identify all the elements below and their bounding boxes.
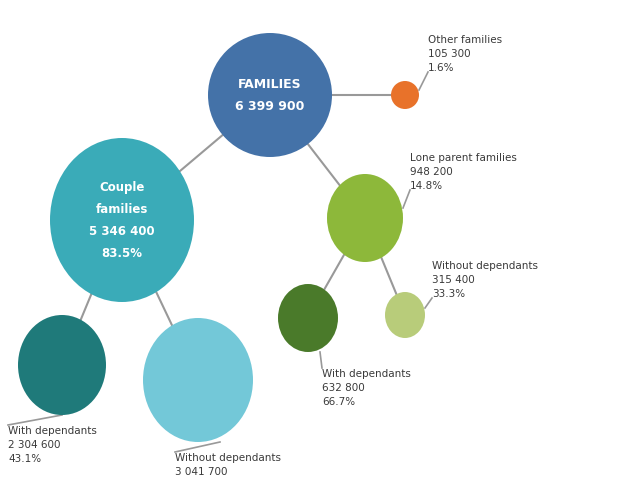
Ellipse shape: [143, 318, 253, 442]
Ellipse shape: [385, 292, 425, 338]
Text: Other families
105 300
1.6%: Other families 105 300 1.6%: [428, 35, 502, 73]
Ellipse shape: [391, 82, 419, 110]
Text: Without dependants
315 400
33.3%: Without dependants 315 400 33.3%: [432, 261, 538, 299]
Text: 6 399 900: 6 399 900: [235, 100, 305, 113]
Text: families: families: [96, 203, 148, 216]
Ellipse shape: [278, 285, 338, 352]
Ellipse shape: [50, 139, 194, 302]
Ellipse shape: [18, 315, 106, 415]
Text: With dependants
2 304 600
43.1%: With dependants 2 304 600 43.1%: [8, 425, 97, 463]
Ellipse shape: [327, 175, 403, 263]
Text: 83.5%: 83.5%: [102, 247, 142, 260]
Text: Lone parent families
948 200
14.8%: Lone parent families 948 200 14.8%: [410, 153, 517, 191]
Text: With dependants
632 800
66.7%: With dependants 632 800 66.7%: [322, 368, 411, 406]
Text: 5 346 400: 5 346 400: [89, 225, 155, 238]
Ellipse shape: [208, 34, 332, 157]
Text: FAMILIES: FAMILIES: [238, 78, 302, 91]
Text: Without dependants
3 041 700
56.9%: Without dependants 3 041 700 56.9%: [175, 452, 281, 480]
Text: Couple: Couple: [99, 181, 145, 194]
